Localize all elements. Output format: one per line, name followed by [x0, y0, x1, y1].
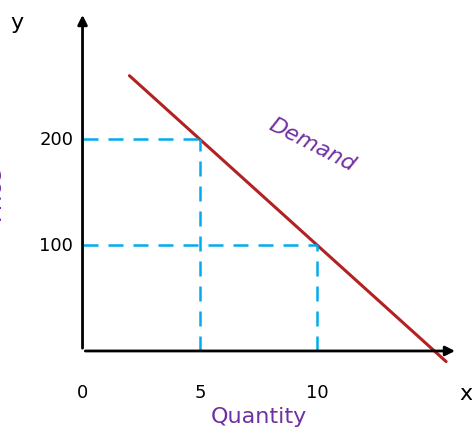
Text: Quantity: Quantity: [211, 406, 307, 426]
Text: Price: Price: [0, 166, 3, 220]
Text: 5: 5: [194, 383, 206, 401]
Text: 10: 10: [306, 383, 329, 401]
Text: Demand: Demand: [265, 115, 359, 176]
Text: x: x: [459, 383, 472, 403]
Text: 0: 0: [77, 383, 88, 401]
Text: y: y: [11, 13, 24, 33]
Text: 200: 200: [39, 131, 73, 149]
Text: 100: 100: [39, 237, 73, 254]
